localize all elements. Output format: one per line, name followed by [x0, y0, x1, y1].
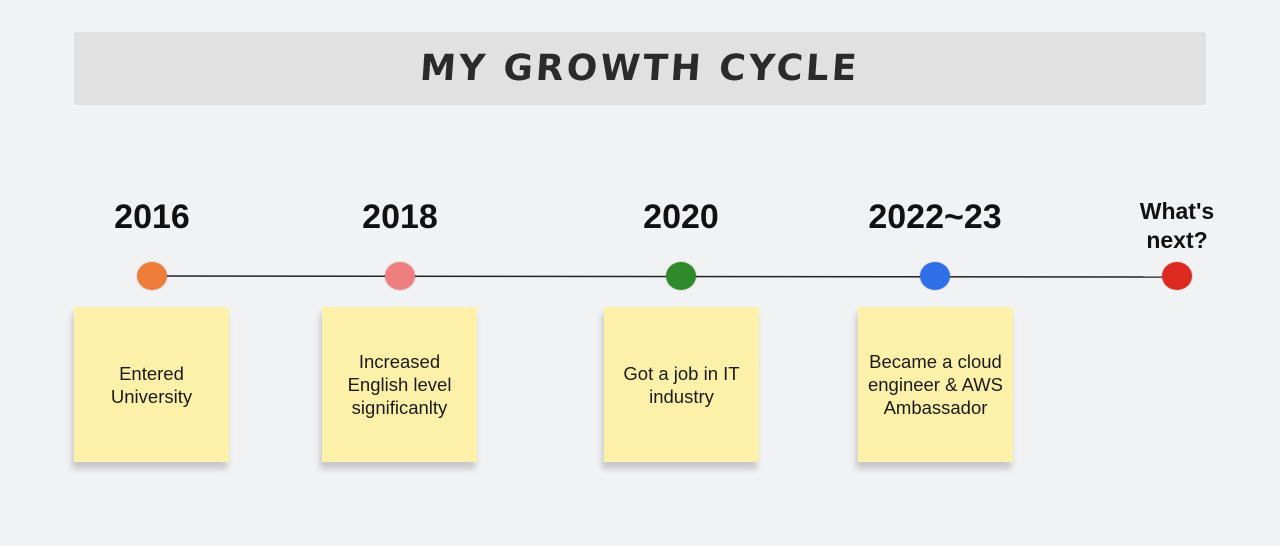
sticky-note-2020: Got a job in IT industry [604, 307, 759, 462]
year-label-2018: 2018 [362, 198, 438, 236]
timeline-line [151, 275, 1178, 278]
year-label-whats-next: What's next? [1139, 198, 1215, 253]
year-label-2020: 2020 [643, 198, 719, 236]
sticky-note-2016: Entered University [74, 307, 229, 462]
diagram-title: MY GROWTH CYCLE [418, 48, 862, 89]
milestone-dot-2020 [666, 262, 696, 290]
sticky-note-2018: Increased English level significanlty [322, 307, 477, 462]
sticky-note-text: Got a job in IT industry [623, 362, 740, 407]
year-label-2022-23: 2022~23 [868, 198, 1002, 236]
milestone-dot-2016 [137, 262, 167, 290]
milestone-dot-whats-next [1162, 262, 1192, 290]
sticky-note-text: Became a cloud engineer & AWS Ambassador [867, 351, 1004, 418]
title-banner: MY GROWTH CYCLE [74, 32, 1206, 105]
sticky-note-text: Increased English level significanlty [347, 351, 452, 418]
year-label-2016: 2016 [114, 198, 190, 236]
sticky-note-2022-23: Became a cloud engineer & AWS Ambassador [858, 307, 1013, 462]
milestone-dot-2022-23 [920, 262, 950, 290]
milestone-dot-2018 [385, 262, 415, 290]
sticky-note-text: Entered University [110, 362, 193, 407]
